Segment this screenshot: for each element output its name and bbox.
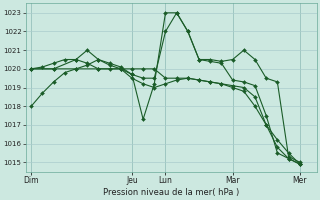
X-axis label: Pression niveau de la mer( hPa ): Pression niveau de la mer( hPa ): [103, 188, 239, 197]
